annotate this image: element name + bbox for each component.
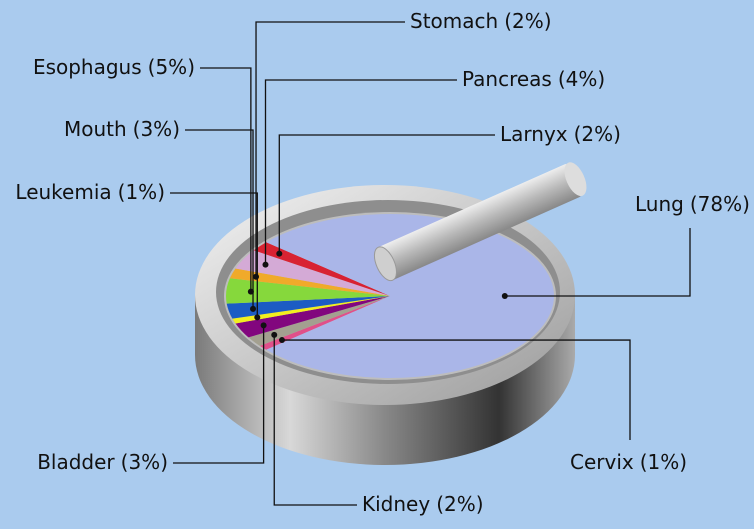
category-name: Kidney — [362, 492, 430, 516]
value-label: (5%) — [148, 55, 195, 79]
leader-dot — [248, 289, 254, 295]
leader-dot — [250, 306, 256, 312]
slice-label: Pancreas(4%) — [462, 67, 605, 91]
category-name: Stomach — [410, 9, 498, 33]
category-name: Esophagus — [33, 55, 142, 79]
value-label: (1%) — [118, 180, 165, 204]
slice-label: Bladder(3%) — [37, 450, 168, 474]
value-label: (3%) — [121, 450, 168, 474]
value-label: (2%) — [436, 492, 483, 516]
category-name: Pancreas — [462, 67, 552, 91]
leader-dot — [276, 251, 282, 257]
value-label: (78%) — [690, 192, 750, 216]
leader-dot — [261, 322, 267, 328]
leader-dot — [253, 274, 259, 280]
slice-label: Esophagus(5%) — [33, 55, 195, 79]
category-name: Mouth — [64, 117, 127, 141]
slice-label: Lung(78%) — [635, 192, 750, 216]
leader-dot — [254, 314, 260, 320]
category-name: Larnyx — [500, 122, 568, 146]
value-label: (4%) — [558, 67, 605, 91]
value-label: (2%) — [574, 122, 621, 146]
slice-label: Larnyx(2%) — [500, 122, 621, 146]
category-name: Lung — [635, 192, 684, 216]
category-name: Bladder — [37, 450, 115, 474]
slice-label: Stomach(2%) — [410, 9, 552, 33]
leader-dot — [262, 262, 268, 268]
slice-label: Kidney(2%) — [362, 492, 484, 516]
category-name: Leukemia — [15, 180, 111, 204]
leader-dot — [279, 337, 285, 343]
chart: Cervix(1%)Kidney(2%)Bladder(3%)Leukemia(… — [0, 0, 754, 529]
value-label: (2%) — [504, 9, 551, 33]
value-label: (1%) — [640, 450, 687, 474]
leader-dot — [271, 332, 277, 338]
category-name: Cervix — [570, 450, 634, 474]
slice-label: Leukemia (1%) — [15, 180, 165, 204]
leader-dot — [502, 293, 508, 299]
slice-label: Cervix(1%) — [570, 450, 687, 474]
value-label: (3%) — [133, 117, 180, 141]
slice-label: Mouth(3%) — [64, 117, 180, 141]
